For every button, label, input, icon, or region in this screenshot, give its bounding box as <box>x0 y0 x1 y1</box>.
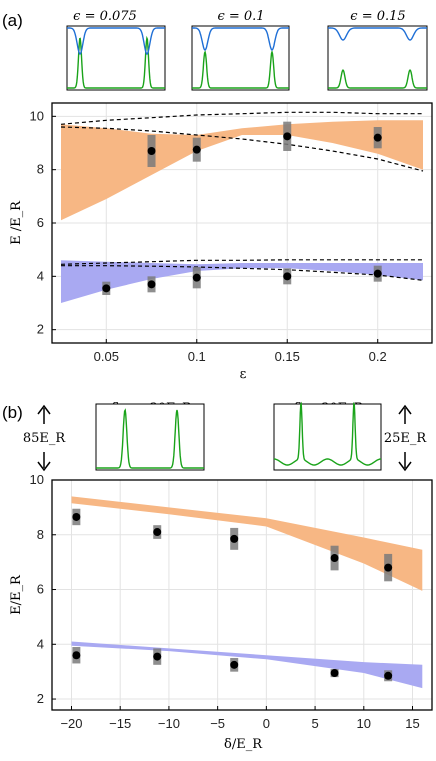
data-point <box>283 272 292 281</box>
y-tick-label: 6 <box>37 215 44 230</box>
x-tick-label: −20 <box>60 716 82 731</box>
x-tick-label: 0.1 <box>188 349 206 364</box>
confidence-band <box>61 260 423 303</box>
data-point <box>373 269 382 278</box>
data-point <box>230 660 239 669</box>
inset-curve <box>96 408 204 469</box>
dashed-curve <box>61 265 424 281</box>
plot-b-xlabel: δ/E_R <box>224 737 263 752</box>
plot-b: −20 −15 −10 −5 0 5 10 15 2 4 6 8 10 δ/E_R E/E_R <box>9 472 433 752</box>
data-point <box>147 147 156 155</box>
inset-b1: δ = −30E_R 85E_R <box>23 401 205 472</box>
y-tick-label: 6 <box>37 582 44 597</box>
inset-b2-scale: 25E_R <box>384 431 428 446</box>
data-point <box>153 652 162 661</box>
x-tick-label: −5 <box>210 716 225 731</box>
x-tick-label: 10 <box>357 716 371 731</box>
x-tick-label: −10 <box>158 716 180 731</box>
data-point <box>330 554 339 563</box>
data-point <box>230 534 239 543</box>
x-tick-label: −15 <box>109 716 131 731</box>
plot-b-ylabel: E/E_R <box>9 574 24 615</box>
data-point <box>192 145 201 154</box>
inset-b1-scale: 85E_R <box>23 431 67 446</box>
plot-a-xlabel: ε <box>240 367 247 382</box>
plot-a-ylabel: E /E_R <box>9 200 24 245</box>
y-tick-label: 10 <box>30 108 44 123</box>
dashed-curve <box>60 259 423 265</box>
inset-curve <box>328 69 427 89</box>
inset-curve <box>274 401 381 466</box>
data-point <box>147 280 156 289</box>
panel-a-label: (a) <box>2 11 23 30</box>
x-tick-label: 5 <box>311 716 318 731</box>
x-tick-label: 0.15 <box>275 349 300 364</box>
inset-curve <box>67 35 165 89</box>
data-point <box>102 284 111 293</box>
inset-b2: δ = 30E_R 25E_R <box>273 401 428 472</box>
x-tick-label: 0 <box>263 716 270 731</box>
data-point <box>384 563 393 572</box>
x-tick-label: 15 <box>405 716 419 731</box>
data-point <box>72 512 81 521</box>
data-point <box>330 669 339 678</box>
y-tick-label: 4 <box>37 636 44 651</box>
data-point <box>373 133 382 142</box>
inset-a2: ϵ = 0.1 <box>191 9 290 91</box>
x-tick-label: 0.05 <box>94 349 119 364</box>
confidence-band <box>71 641 423 689</box>
inset-curve <box>328 27 427 41</box>
data-point <box>192 273 201 282</box>
panel-b-label: (b) <box>2 403 23 422</box>
y-tick-label: 4 <box>37 268 44 283</box>
inset-curve <box>192 49 289 89</box>
data-point <box>72 651 81 660</box>
inset-a1: ϵ = 0.075 <box>66 9 166 91</box>
y-tick-label: 10 <box>30 472 44 487</box>
inset-a3: ϵ = 0.15 <box>327 9 428 91</box>
y-tick-label: 8 <box>37 527 44 542</box>
data-point <box>384 671 393 680</box>
dashed-curve <box>60 126 424 172</box>
confidence-band <box>71 496 423 591</box>
y-tick-label: 2 <box>37 691 44 706</box>
inset-curve <box>192 27 289 51</box>
inset-a1-title: ϵ = 0.075 <box>73 9 137 24</box>
dashed-curve <box>60 111 423 125</box>
y-tick-label: 2 <box>37 322 44 337</box>
plot-a: 0.05 0.1 0.15 0.2 2 4 6 8 10 ε E /E_R <box>9 102 433 382</box>
inset-curve <box>67 27 165 55</box>
data-point <box>283 132 292 141</box>
inset-a2-title: ϵ = 0.1 <box>217 9 264 24</box>
y-tick-label: 8 <box>37 162 44 177</box>
inset-a3-title: ϵ = 0.15 <box>350 9 405 24</box>
x-tick-label: 0.2 <box>369 349 387 364</box>
data-point <box>153 528 162 537</box>
